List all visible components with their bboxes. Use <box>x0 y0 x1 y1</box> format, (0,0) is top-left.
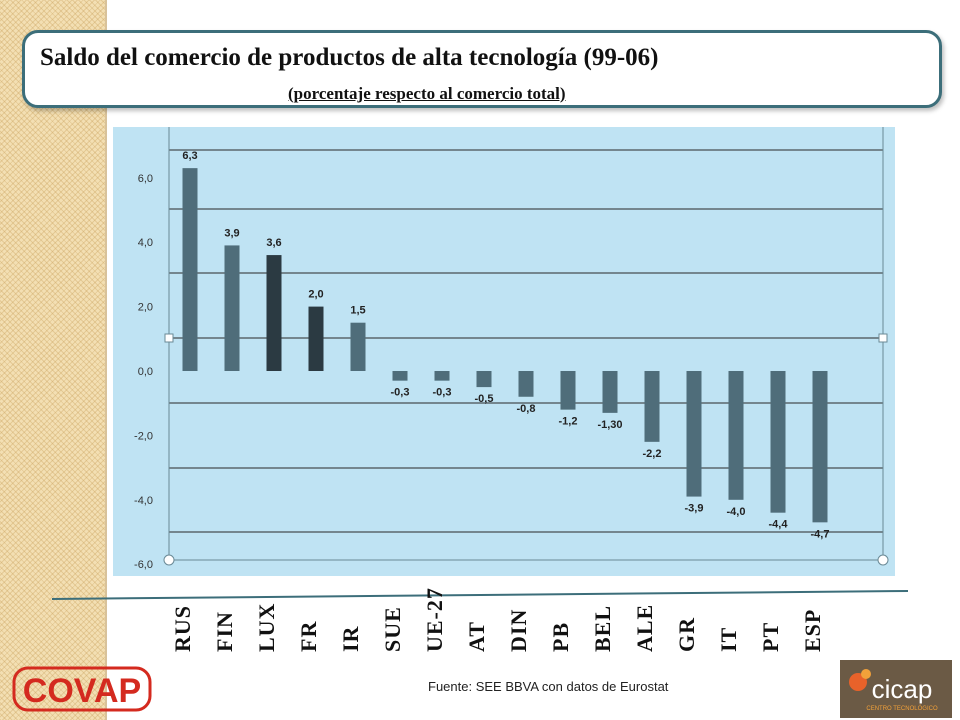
y-tick-label: -4,0 <box>134 495 153 507</box>
y-tick-label: 0,0 <box>138 366 153 378</box>
side-texture <box>0 0 105 720</box>
category-label: PT <box>758 621 783 652</box>
category-label: SUE <box>380 606 405 652</box>
bar-at <box>476 371 492 388</box>
bar-ir <box>350 322 366 371</box>
cicap-logo-subtext: CENTRO TECNOLÓGICO <box>866 705 938 712</box>
data-label: -0,8 <box>517 403 536 415</box>
resize-handle <box>878 333 888 343</box>
bar-pb <box>560 371 576 410</box>
data-label: 3,6 <box>266 237 281 249</box>
bar-gr <box>686 371 702 497</box>
plot-background <box>113 127 895 576</box>
category-label: LUX <box>254 602 279 652</box>
category-label: IT <box>716 626 741 652</box>
bar-din <box>518 371 534 397</box>
y-tick-label: 4,0 <box>138 237 153 249</box>
data-label: 6,3 <box>182 150 197 162</box>
category-label: ALE <box>632 603 657 652</box>
category-label: FR <box>296 620 321 652</box>
slide-title: Saldo del comercio de productos de alta … <box>40 44 659 71</box>
bar-fr <box>308 306 324 371</box>
bar-bel <box>602 371 618 413</box>
y-tick-label: 6,0 <box>138 173 153 185</box>
bar-fin <box>224 245 240 371</box>
data-label: 3,9 <box>224 227 239 239</box>
category-label: UE-27 <box>422 587 447 652</box>
category-label: BEL <box>590 604 615 652</box>
bar-esp <box>812 371 828 523</box>
chart-svg: 6,0 4,0 2,0 0,0 -2,0 -4,0 -6,0 6,3 3,9 3,6 2,0 1,5 -… <box>113 127 895 576</box>
data-label: -2,2 <box>643 448 662 460</box>
resize-handle <box>164 333 174 343</box>
category-label: IR <box>338 625 363 652</box>
data-label: -4,4 <box>769 519 789 531</box>
source-note: Fuente: SEE BBVA con datos de Eurostat <box>428 679 669 694</box>
category-label: PB <box>548 621 573 652</box>
side-rule <box>105 0 107 720</box>
bar-rus <box>182 168 198 371</box>
covap-logo-text: COVAP <box>23 672 141 710</box>
category-label: FIN <box>212 611 237 652</box>
category-label: GR <box>674 617 699 652</box>
y-tick-label: 2,0 <box>138 302 153 314</box>
resize-handle <box>163 554 175 566</box>
covap-logo: COVAP <box>12 666 152 712</box>
bar-ale <box>644 371 660 442</box>
bar-chart: 6,0 4,0 2,0 0,0 -2,0 -4,0 -6,0 6,3 3,9 3,6 2,0 1,5 -… <box>113 127 895 576</box>
category-label: RUS <box>170 604 195 652</box>
category-label: AT <box>464 621 489 652</box>
title-box <box>22 30 942 108</box>
bar-ue-27 <box>434 371 450 381</box>
y-tick-label: -2,0 <box>134 430 153 442</box>
bar-pt <box>770 371 786 513</box>
bar-it <box>728 371 744 500</box>
resize-handle <box>877 554 889 566</box>
bar-lux <box>266 255 282 371</box>
data-label: -1,2 <box>559 416 578 428</box>
cicap-logo-text: cicap <box>872 674 933 704</box>
bar-sue <box>392 371 408 381</box>
data-label: -0,5 <box>475 393 494 405</box>
data-label: -0,3 <box>391 387 410 399</box>
data-label: -4,7 <box>811 528 830 540</box>
data-label: 1,5 <box>350 305 365 317</box>
data-label: 2,0 <box>308 289 323 301</box>
category-label: ESP <box>800 608 825 652</box>
data-label: -3,9 <box>685 503 704 515</box>
category-label: DIN <box>506 608 531 652</box>
y-tick-label: -6,0 <box>134 559 153 571</box>
data-label: -1,30 <box>597 419 622 431</box>
data-label: -0,3 <box>433 387 452 399</box>
data-label: -4,0 <box>727 506 746 518</box>
cicap-logo: cicap CENTRO TECNOLÓGICO <box>840 660 952 718</box>
slide-subtitle: (porcentaje respecto al comercio total) <box>288 84 566 103</box>
